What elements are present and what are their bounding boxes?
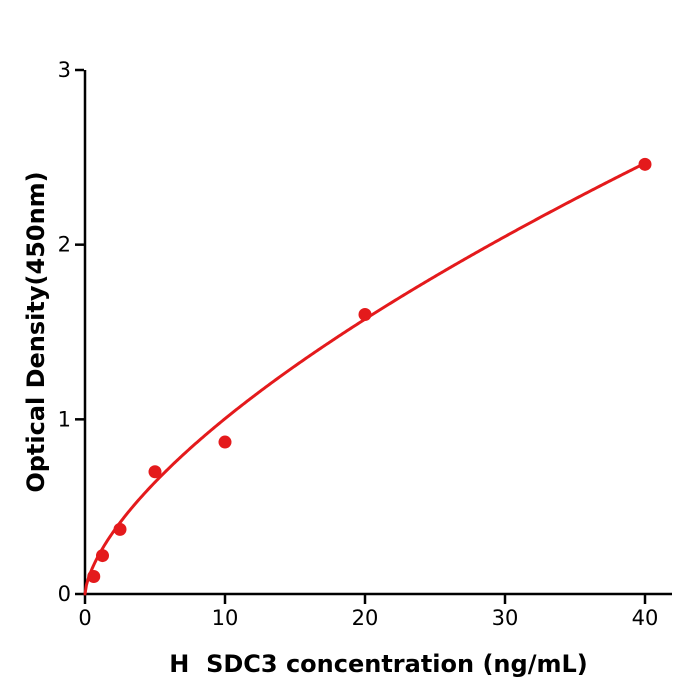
- data-point-marker: [218, 435, 232, 449]
- x-tick-label: 40: [632, 606, 659, 630]
- fitted-curve-line: [83, 161, 647, 596]
- y-tick-label: 3: [58, 58, 71, 82]
- data-point-marker: [148, 465, 162, 479]
- y-tick-label: 1: [58, 407, 71, 431]
- y-axis-title: Optical Density(450nm): [22, 171, 50, 493]
- x-tick-label: 0: [78, 606, 91, 630]
- x-tick-label: 10: [212, 606, 239, 630]
- x-axis-title: H SDC3 concentration (ng/mL): [169, 650, 588, 678]
- y-tick-label: 0: [58, 582, 71, 606]
- x-tick-label: 30: [492, 606, 519, 630]
- y-tick-label: 2: [58, 233, 71, 257]
- x-tick-label: 20: [352, 606, 379, 630]
